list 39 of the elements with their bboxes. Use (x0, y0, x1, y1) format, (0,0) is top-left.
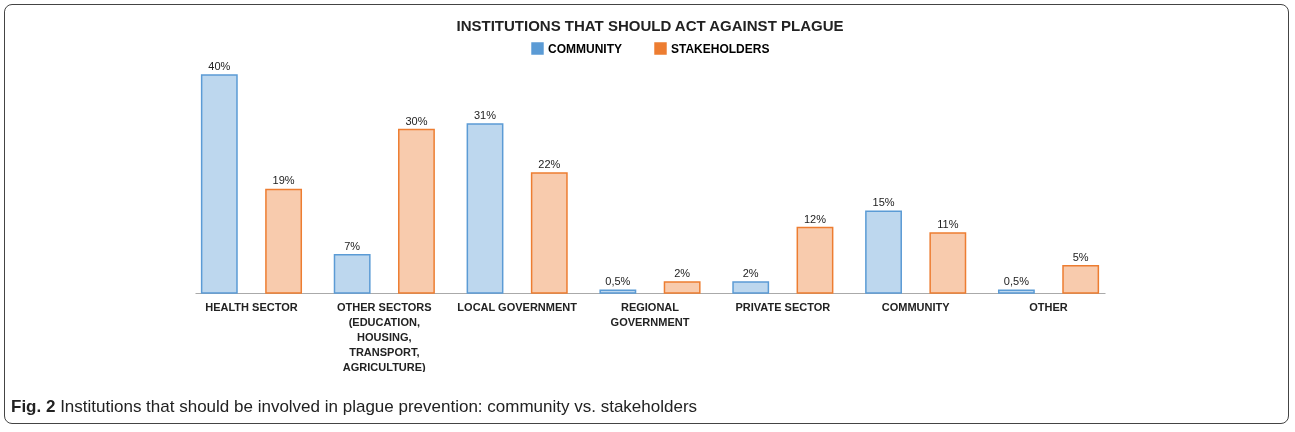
data-label: 11% (937, 218, 959, 231)
bar (530, 172, 568, 294)
data-label: 5% (1072, 250, 1089, 263)
data-label: 2% (674, 267, 691, 280)
data-label: 22% (538, 158, 561, 171)
x-tick-label: LOCAL GOVERNMENT (457, 300, 578, 313)
data-label: 2% (742, 267, 759, 280)
data-label: 0,5% (605, 275, 631, 288)
data-label: 7% (344, 239, 361, 252)
bar (865, 210, 902, 294)
x-tick-label: REGIONAL GOVERNMENT (610, 300, 690, 328)
legend-label: STAKEHOLDERS (671, 41, 770, 56)
bar (1062, 265, 1100, 294)
legend-label: COMMUNITY (548, 41, 622, 56)
x-tick-label: OTHER (1029, 300, 1068, 313)
bar (200, 74, 238, 294)
x-tick-label: HEALTH SECTOR (205, 300, 298, 313)
bar (398, 128, 435, 294)
data-label: 31% (474, 109, 497, 122)
data-label: 30% (405, 114, 428, 127)
data-label: 40% (208, 60, 231, 72)
bar (599, 289, 637, 294)
bar (466, 123, 504, 294)
bar (265, 188, 303, 294)
data-label: 15% (872, 196, 895, 209)
data-label: 0,5% (1003, 275, 1030, 288)
bar (663, 281, 701, 294)
x-tick-label: COMMUNITY (881, 300, 951, 313)
bar (929, 232, 967, 294)
chart-title: INSTITUTIONS THAT SHOULD ACT AGAINST PLAGUE (456, 17, 844, 34)
data-label: 12% (803, 212, 827, 225)
bar (997, 289, 1035, 294)
caption: Fig. 2 Institutions that should be involved in plague prevention: community vs. stakeholders (11, 397, 698, 417)
bar (732, 281, 770, 294)
bar (333, 254, 371, 294)
x-tick-label: OTHER SECTORS (EDUCATION, HOUSING, TRANSPORT, AGRICULTURE) (337, 300, 432, 373)
x-tick-label: PRIVATE SECTOR (735, 300, 831, 313)
data-label: 19% (272, 174, 295, 187)
bar (796, 226, 834, 294)
